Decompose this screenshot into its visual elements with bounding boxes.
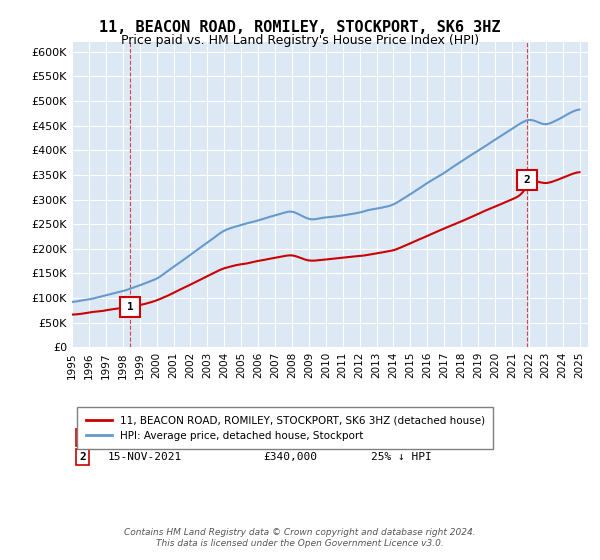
Text: 24% ↓ HPI: 24% ↓ HPI: [371, 432, 432, 442]
Text: Contains HM Land Registry data © Crown copyright and database right 2024.
This d: Contains HM Land Registry data © Crown c…: [124, 528, 476, 548]
Text: 15-NOV-2021: 15-NOV-2021: [108, 452, 182, 462]
Text: 2: 2: [523, 175, 530, 185]
Text: £81,000: £81,000: [263, 432, 310, 442]
Legend: 11, BEACON ROAD, ROMILEY, STOCKPORT, SK6 3HZ (detached house), HPI: Average pric: 11, BEACON ROAD, ROMILEY, STOCKPORT, SK6…: [77, 407, 493, 449]
Text: 12-JUN-1998: 12-JUN-1998: [108, 432, 182, 442]
Text: 1: 1: [79, 432, 86, 442]
Text: 11, BEACON ROAD, ROMILEY, STOCKPORT, SK6 3HZ: 11, BEACON ROAD, ROMILEY, STOCKPORT, SK6…: [99, 20, 501, 35]
Text: 2: 2: [79, 452, 86, 462]
Text: 1: 1: [127, 302, 134, 312]
Text: Price paid vs. HM Land Registry's House Price Index (HPI): Price paid vs. HM Land Registry's House …: [121, 34, 479, 46]
Text: £340,000: £340,000: [263, 452, 317, 462]
Text: 25% ↓ HPI: 25% ↓ HPI: [371, 452, 432, 462]
